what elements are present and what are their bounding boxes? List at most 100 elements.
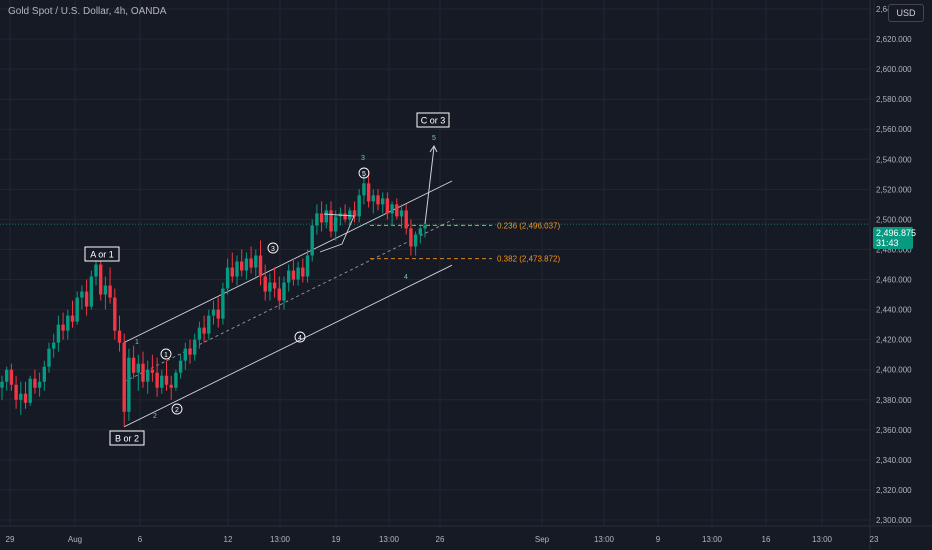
candle-body <box>80 291 84 298</box>
projection-arrow-head <box>429 145 438 153</box>
candle-body <box>423 225 427 229</box>
candle-body <box>108 285 112 298</box>
candle-body <box>216 309 220 319</box>
wave-circle-label: 5 <box>362 171 366 178</box>
candle-body <box>174 372 178 388</box>
wave-box <box>84 246 120 262</box>
time-tick-label: 23 <box>870 535 879 544</box>
time-tick-label: 13:00 <box>594 535 615 544</box>
wave-box <box>416 112 450 128</box>
candle-body <box>348 210 352 220</box>
candle-body <box>362 183 366 196</box>
candles <box>0 171 427 427</box>
time-tick-label: Sep <box>535 535 550 544</box>
candle-body <box>9 369 14 385</box>
candle-body <box>99 264 103 295</box>
wave-circle-label: 3 <box>271 246 275 253</box>
candle-body <box>202 327 206 334</box>
candle-body <box>404 210 408 229</box>
candle-body <box>5 369 9 382</box>
minor-wave-label: 1 <box>135 339 139 346</box>
time-tick-label: 19 <box>332 535 341 544</box>
time-axis[interactable]: 29 Aug 6 12 13:00 19 13:00 26 Sep 13:00 9 13:00 16 13… <box>0 525 932 544</box>
candle-body <box>164 375 169 385</box>
wave-circle-label: 2 <box>175 407 179 414</box>
time-tick-label: 13:00 <box>702 535 723 544</box>
time-tick-label: 29 <box>6 535 15 544</box>
candle-body <box>268 282 272 292</box>
candle-body <box>310 225 314 256</box>
candle-body <box>117 330 122 343</box>
time-tick-label: 16 <box>762 535 771 544</box>
wave-circle <box>267 242 279 254</box>
wave-annotations: 0.236 (2,496.037) 0.382 (2,473.872) A or 1… <box>84 112 560 446</box>
candle-body <box>169 384 173 388</box>
candle-body <box>188 348 192 355</box>
candle-body <box>221 288 225 319</box>
candle-body <box>183 348 187 361</box>
candle-body <box>418 228 422 235</box>
minor-wave-label: 4 <box>404 274 408 281</box>
price-tick-label: 2,340.000 <box>876 456 912 465</box>
candle-body <box>89 276 93 307</box>
candle-body <box>19 393 23 400</box>
candle-body <box>240 261 244 271</box>
candle-body <box>296 267 300 280</box>
candle-body <box>357 195 361 217</box>
price-tick-label: 2,360.000 <box>876 426 912 435</box>
candle-body <box>277 288 281 301</box>
candle-body <box>334 216 338 232</box>
candle-body <box>254 255 258 268</box>
candle-body <box>33 378 37 388</box>
candle-body <box>14 384 18 400</box>
time-tick-label: Aug <box>68 535 82 544</box>
candle-body <box>75 297 79 322</box>
candle-body <box>319 213 324 223</box>
candle-body <box>329 210 333 232</box>
wave-circle <box>294 331 306 343</box>
minor-wave-label: 3 <box>361 155 365 162</box>
candle-body <box>70 315 75 322</box>
price-axis[interactable]: 2,640.0002,620.0002,600.0002,580.0002,56… <box>869 0 912 550</box>
candle-body <box>249 258 253 268</box>
wave-circle <box>358 167 370 179</box>
candle-body <box>272 282 277 289</box>
time-tick-label: 13:00 <box>270 535 291 544</box>
chart-title: Gold Spot / U.S. Dollar, 4h, OANDA <box>8 6 167 17</box>
candle-body <box>315 213 319 226</box>
wave-box <box>109 430 145 446</box>
candle-body <box>395 204 399 217</box>
candle-body <box>42 366 46 382</box>
time-tick-label: 13:00 <box>812 535 833 544</box>
price-tick-label: 2,300.000 <box>876 516 912 525</box>
candle-body <box>305 255 310 277</box>
candle-body <box>56 324 61 343</box>
candle-body <box>94 264 98 277</box>
candle-body <box>244 258 249 271</box>
time-tick-label: 6 <box>138 535 143 544</box>
candle-body <box>258 255 263 277</box>
candle-body <box>385 198 390 214</box>
candle-body <box>399 210 404 217</box>
price-tick-label: 2,440.000 <box>876 306 912 315</box>
channel-lower-line <box>123 264 453 428</box>
time-tick-label: 26 <box>436 535 445 544</box>
candle-body <box>37 381 42 388</box>
candle-body <box>207 315 211 334</box>
minor-wave-label: 2 <box>153 413 157 420</box>
currency-button[interactable]: USD <box>888 4 924 22</box>
last-price-value: 2,496.875 <box>876 228 917 238</box>
candle-body <box>263 276 267 292</box>
channel-mid-line <box>123 218 455 383</box>
candle-body <box>131 357 136 373</box>
candle-body <box>193 339 197 355</box>
candle-body <box>230 267 234 277</box>
candle-body <box>352 210 357 217</box>
candle-body <box>211 309 216 316</box>
price-tick-label: 2,480.000 <box>876 245 912 254</box>
time-tick-label: 9 <box>656 535 661 544</box>
price-tick-label: 2,400.000 <box>876 366 912 375</box>
price-tick-label: 2,420.000 <box>876 336 912 345</box>
minor-wave-label: 5 <box>432 135 436 142</box>
